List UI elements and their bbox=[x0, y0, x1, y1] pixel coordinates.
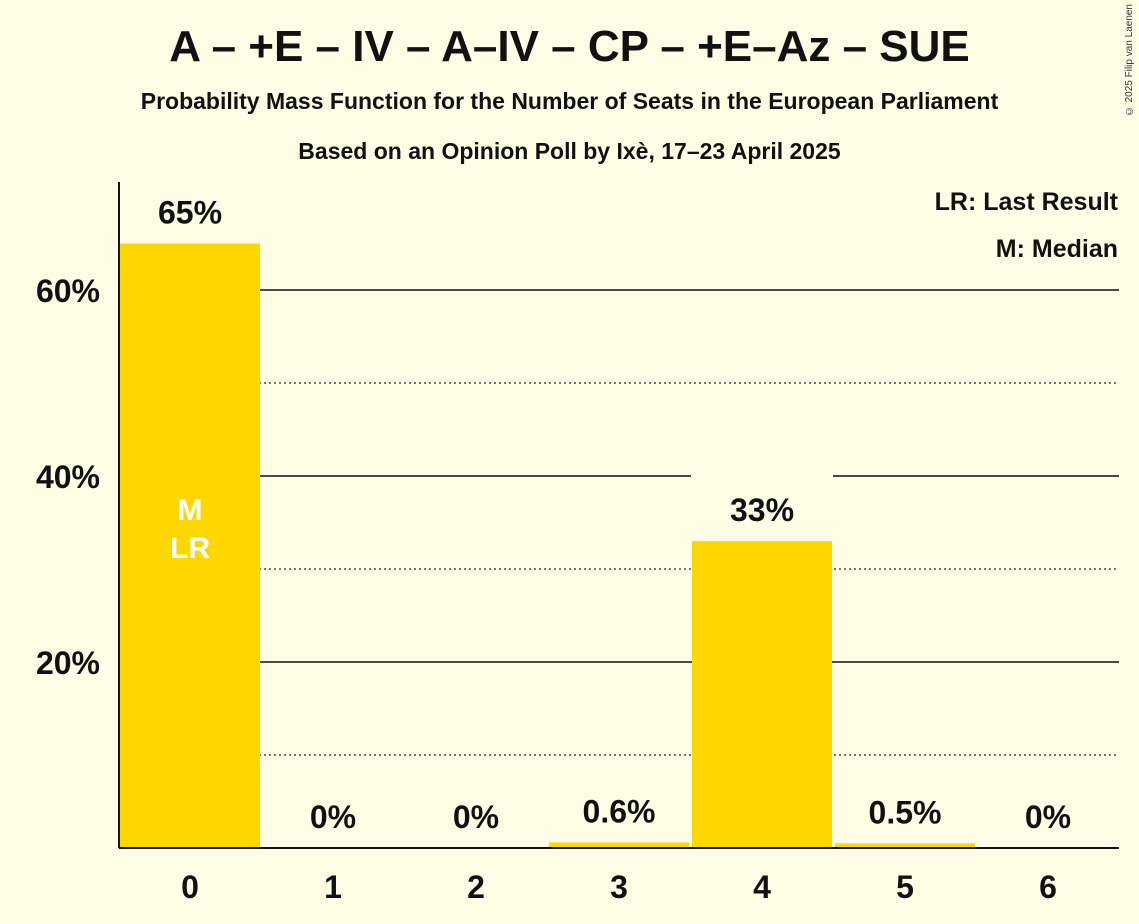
bar-5 bbox=[835, 843, 975, 848]
gridlines bbox=[119, 289, 1119, 756]
bar-halo-5 bbox=[834, 773, 976, 844]
x-tick-label-2: 2 bbox=[467, 869, 485, 905]
x-tick-label-0: 0 bbox=[181, 869, 199, 905]
y-tick-label-40: 40% bbox=[36, 459, 100, 495]
y-tick-label-20: 20% bbox=[36, 645, 100, 681]
median-marker: M bbox=[178, 494, 203, 527]
bars bbox=[119, 173, 1119, 848]
x-tick-label-6: 6 bbox=[1039, 869, 1057, 905]
legend-last-result: LR: Last Result bbox=[935, 188, 1119, 216]
data-label-4: 33% bbox=[730, 492, 794, 528]
data-label-6: 0% bbox=[1025, 799, 1071, 835]
bar-halo-2 bbox=[405, 788, 547, 848]
data-label-1: 0% bbox=[310, 799, 356, 835]
data-label-2: 0% bbox=[453, 799, 499, 835]
bar-halo-0 bbox=[119, 173, 261, 244]
bar-3 bbox=[549, 842, 689, 848]
data-label-5: 0.5% bbox=[869, 794, 942, 830]
bar-halo-1 bbox=[262, 788, 404, 848]
data-label-0: 65% bbox=[158, 195, 222, 231]
legend-median: M: Median bbox=[996, 235, 1118, 263]
labels: 20% 40% 60% 65% 0 M LR 0% 1 0% 2 0.6% 3 33% 4 0.5% 5 0% 6 bbox=[36, 195, 1071, 906]
x-tick-label-1: 1 bbox=[324, 869, 342, 905]
axes bbox=[118, 182, 1119, 849]
bar-4 bbox=[692, 541, 832, 848]
chart-title: A – +E – IV – A–IV – CP – +E–Az – SUE bbox=[169, 22, 970, 71]
bar-halo-4 bbox=[691, 471, 833, 542]
x-tick-label-3: 3 bbox=[610, 869, 628, 905]
x-tick-label-4: 4 bbox=[753, 869, 771, 905]
bar-halo-3 bbox=[548, 772, 690, 843]
last-result-marker: LR bbox=[170, 532, 210, 565]
bar-halo-6 bbox=[977, 788, 1119, 848]
data-label-3: 0.6% bbox=[583, 793, 656, 829]
chart-subtitle: Probability Mass Function for the Number… bbox=[140, 88, 999, 114]
chart-source: Based on an Opinion Poll by Ixè, 17–23 A… bbox=[298, 138, 841, 164]
x-tick-label-5: 5 bbox=[896, 869, 914, 905]
bar-0 bbox=[120, 243, 260, 848]
y-tick-label-60: 60% bbox=[36, 273, 100, 309]
